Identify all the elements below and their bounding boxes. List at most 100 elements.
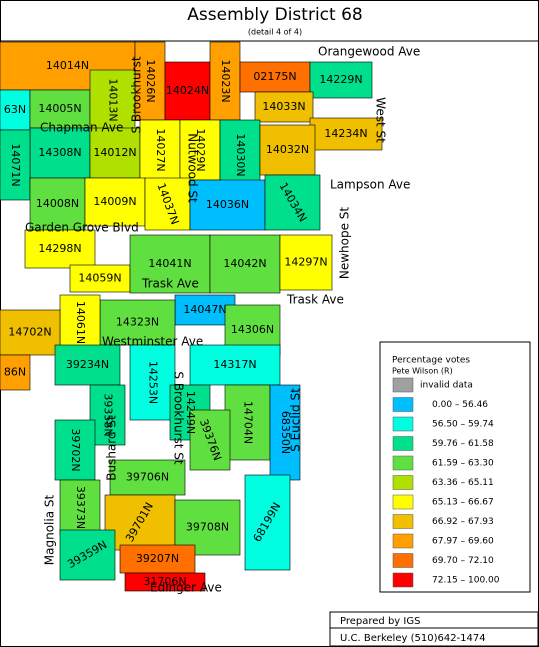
legend-label: 56.50 – 59.74 xyxy=(432,420,494,430)
precinct xyxy=(264,174,321,231)
street-label: Chapman Ave xyxy=(40,121,123,135)
legend-label: invalid data xyxy=(420,381,473,391)
precinct xyxy=(209,234,281,294)
precinct-label: 68350N xyxy=(279,411,292,454)
precinct xyxy=(99,299,176,346)
precinct-label: 14013N xyxy=(107,78,120,121)
precinct-label: 14253N xyxy=(147,361,160,404)
precinct-label: 14009N xyxy=(93,195,136,208)
legend-label: 66.92 – 67.93 xyxy=(432,517,494,527)
precinct xyxy=(29,127,91,179)
precinct-label: 14036N xyxy=(206,198,249,211)
street-label: Nutwood St xyxy=(186,133,200,203)
precinct-label: 14042N xyxy=(223,257,266,270)
precinct-label: 14317N xyxy=(213,358,256,371)
legend-swatch xyxy=(392,553,414,568)
precinct xyxy=(189,179,266,231)
precinct-label: 14702N xyxy=(8,326,51,339)
precinct xyxy=(179,119,221,181)
precinct xyxy=(29,89,91,129)
precinct-label: 14014N xyxy=(46,59,89,72)
precinct xyxy=(109,459,186,496)
street-label: West St xyxy=(374,97,388,143)
legend-label: 65.13 – 66.67 xyxy=(432,498,494,508)
precinct xyxy=(0,129,31,201)
precinct-label: 14047N xyxy=(183,303,226,316)
legend-items: invalid data 0.00 – 56.46 56.50 – 59.74 59.… xyxy=(392,377,500,588)
precinct-label: 14306N xyxy=(231,323,274,336)
precinct xyxy=(309,61,373,99)
street-label: Garden Grove Blvd xyxy=(25,221,139,235)
precinct-label: 14071N xyxy=(9,143,22,186)
street-label: Edinger Ave xyxy=(150,581,222,595)
precinct-label: 14027N xyxy=(154,128,167,171)
precinct xyxy=(219,119,261,191)
precinct xyxy=(239,61,311,93)
precinct-label: 14012N xyxy=(93,146,136,159)
legend-swatch xyxy=(392,514,414,529)
precinct xyxy=(29,177,86,231)
precinct-label: 14298N xyxy=(38,242,81,255)
precinct xyxy=(164,61,211,121)
legend-swatch xyxy=(392,533,414,549)
legend-subtitle: Pete Wilson (R) xyxy=(392,367,453,376)
precinct-label: 14234N xyxy=(324,127,367,140)
precinct-label: 14704N xyxy=(242,401,255,444)
precinct-layer: 14014N 14026N 14024N 14023N 02175N 14229N 63N 1… xyxy=(0,41,383,592)
precinct xyxy=(54,344,121,386)
precinct-label: 14061N xyxy=(74,301,87,344)
precinct-label: 14023N xyxy=(219,59,232,102)
street-label: Westminster Ave xyxy=(102,335,203,349)
precinct-label: 14008N xyxy=(36,197,79,210)
legend-label: 0.00 – 56.46 xyxy=(432,400,488,410)
precinct-label: 39234N xyxy=(66,358,109,371)
precinct-label: 14024N xyxy=(166,84,209,97)
precinct xyxy=(124,572,206,592)
precinct-label: 14029N xyxy=(194,128,207,171)
precinct-label: 14033N xyxy=(262,100,305,113)
precinct xyxy=(59,529,116,581)
street-layer: Orangewood Ave West St Chapman Ave S Brookh… xyxy=(25,45,420,595)
street-label: Newhope St xyxy=(338,207,352,280)
precinct xyxy=(209,41,241,121)
precinct xyxy=(24,229,96,269)
street-label: Bushard St xyxy=(105,415,119,481)
precinct xyxy=(309,117,383,151)
precinct-label: 39706N xyxy=(126,471,169,484)
subtitle: (detail 4 of 4) xyxy=(248,28,302,37)
precinct xyxy=(104,494,176,551)
precinct xyxy=(129,234,211,294)
street-label: S Brookhurst xyxy=(130,56,144,133)
legend-label: 69.70 – 72.10 xyxy=(432,556,494,566)
legend-label: 61.59 – 63.30 xyxy=(432,459,494,469)
precinct-label: 14297N xyxy=(284,256,327,269)
precinct-label: 39708N xyxy=(186,521,229,534)
precinct-label: 14249N xyxy=(184,391,197,434)
precinct xyxy=(0,354,31,391)
precinct-label: 39207N xyxy=(136,552,179,565)
legend-title: Percentage votes xyxy=(392,356,470,366)
precinct-label: 14030N xyxy=(234,133,247,176)
precinct xyxy=(189,409,231,471)
street-label: Trask Ave xyxy=(141,277,199,291)
legend-label: 59.76 – 61.58 xyxy=(432,439,494,449)
street-label: Trask Ave xyxy=(286,293,344,307)
street-label: S Euclid St xyxy=(289,388,303,452)
precinct-label: 14032N xyxy=(266,143,309,156)
legend-swatch xyxy=(392,572,414,588)
legend-swatch xyxy=(392,397,414,412)
legend-label: 63.36 – 65.11 xyxy=(432,478,494,488)
precinct xyxy=(129,344,176,421)
legend-label: 72.15 – 100.00 xyxy=(432,576,500,586)
precinct xyxy=(224,384,271,461)
credit-box xyxy=(329,611,539,647)
precinct-label: 14308N xyxy=(38,146,81,159)
precinct-label: 14026N xyxy=(144,59,157,102)
precinct xyxy=(89,384,126,446)
precinct-label: 39702N xyxy=(69,428,82,471)
legend-swatch xyxy=(392,377,414,393)
precinct-label: 14041N xyxy=(148,257,191,270)
precinct-label: 14005N xyxy=(38,102,81,115)
legend-swatch xyxy=(392,494,414,510)
precinct xyxy=(89,69,136,131)
